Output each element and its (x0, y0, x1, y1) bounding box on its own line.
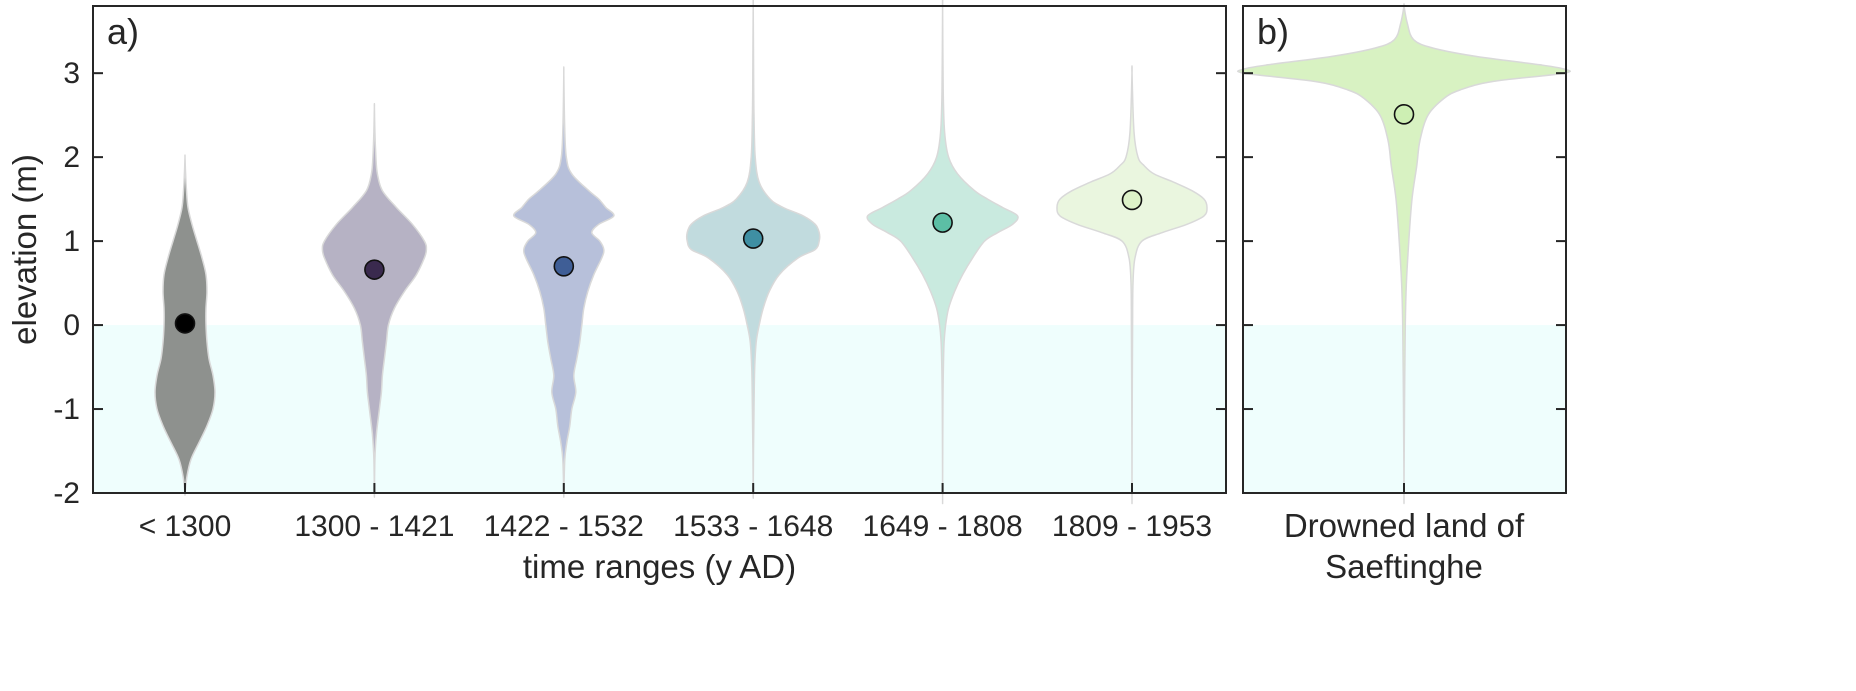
x-axis-tick-labels: < 1300 1300 - 1421 1422 - 1532 1533 - 1648 1… (139, 510, 1212, 543)
panel-a-label: a) (107, 11, 139, 52)
panel-a-below-zero-shading (93, 325, 1226, 493)
panel-b-label: b) (1257, 11, 1289, 52)
violin-2 (321, 102, 428, 498)
y-tick-label-4: 2 (63, 141, 80, 174)
median-marker-3 (553, 255, 575, 277)
y-tick-label-3: 1 (63, 225, 80, 258)
panel-b-ticks (1243, 72, 1566, 494)
y-tick-label-5: 3 (63, 57, 80, 90)
y-axis-tick-labels: -2 -1 0 1 2 3 (53, 57, 80, 510)
median-marker-4 (742, 228, 764, 249)
panel-b-category-label-line-2: Saeftinghe (1325, 548, 1483, 585)
violin-6 (1056, 65, 1208, 505)
median-marker-saeftinghe (1393, 104, 1415, 125)
median-marker-1 (174, 313, 196, 334)
panel-a: -2 -1 0 1 2 3 < 1300 1300 - 1421 1422 - 1532 153… (6, 0, 1227, 585)
panel-b-median-markers (1393, 104, 1415, 125)
x-tick-label-5: 1649 - 1808 (863, 510, 1023, 543)
panel-b-category-label-line-1: Drowned land of (1284, 507, 1525, 544)
y-tick-label-0: -2 (53, 477, 80, 510)
x-tick-label-3: 1422 - 1532 (484, 510, 644, 543)
panel-b: b) Drowned land of Saeftinghe (1236, 3, 1572, 585)
panel-a-ticks (93, 72, 1226, 494)
median-marker-5 (932, 212, 953, 233)
x-tick-label-4: 1533 - 1648 (673, 510, 833, 543)
y-tick-label-2: 0 (63, 309, 80, 342)
panel-a-frame (92, 5, 1227, 494)
median-marker-2 (364, 259, 385, 280)
median-marker-6 (1121, 189, 1143, 211)
x-tick-label-2: 1300 - 1421 (294, 510, 454, 543)
y-axis-title: elevation (m) (6, 154, 43, 345)
violin-3 (512, 66, 615, 498)
x-tick-label-6: 1809 - 1953 (1052, 510, 1212, 543)
x-tick-label-1: < 1300 (139, 510, 232, 543)
y-tick-label-1: -1 (53, 393, 80, 426)
x-axis-title: time ranges (y AD) (523, 548, 796, 585)
panel-a-median-markers (174, 189, 1143, 334)
